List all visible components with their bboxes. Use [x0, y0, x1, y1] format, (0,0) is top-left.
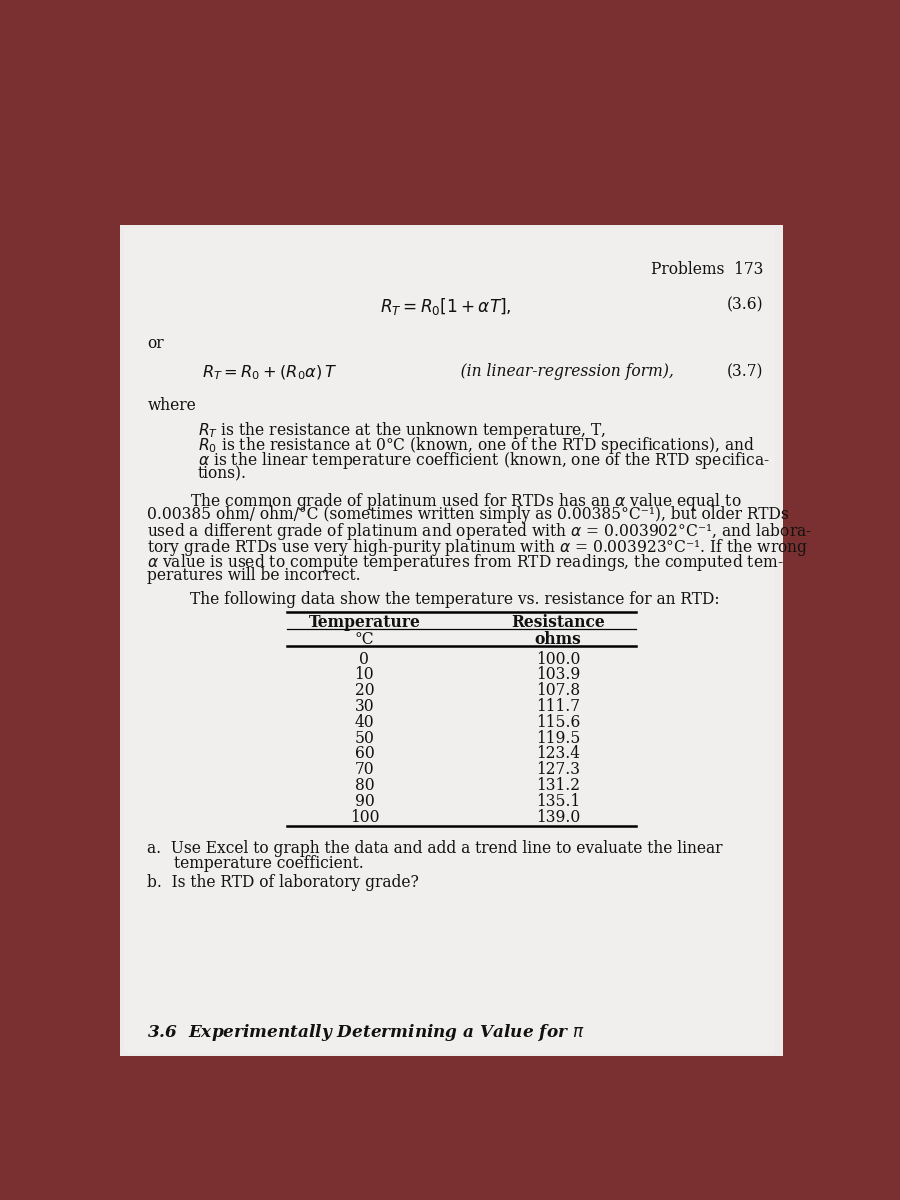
Text: b.  Is the RTD of laboratory grade?: b. Is the RTD of laboratory grade?	[148, 874, 419, 890]
Text: (3.6): (3.6)	[727, 296, 763, 313]
Text: 100.0: 100.0	[536, 650, 580, 667]
Bar	[124, 229, 775, 1052]
Text: a.  Use Excel to graph the data and add a trend line to evaluate the linear: a. Use Excel to graph the data and add a…	[148, 840, 723, 857]
Text: 30: 30	[355, 698, 374, 715]
Text: 50: 50	[355, 730, 374, 746]
Text: (in linear-regression form),: (in linear-regression form),	[446, 364, 673, 380]
Text: 119.5: 119.5	[536, 730, 580, 746]
Text: The following data show the temperature vs. resistance for an RTD:: The following data show the temperature …	[190, 590, 720, 607]
Text: used a different grade of platinum and operated with $\alpha$ = 0.003902°C⁻¹, an: used a different grade of platinum and o…	[148, 521, 813, 542]
Text: 90: 90	[355, 793, 374, 810]
Text: °C: °C	[355, 631, 374, 648]
Text: temperature coefficient.: temperature coefficient.	[175, 856, 364, 872]
Text: 0: 0	[359, 650, 369, 667]
Text: 103.9: 103.9	[536, 666, 580, 684]
Text: tory grade RTDs use very high-purity platinum with $\alpha$ = 0.003923°C⁻¹. If t: tory grade RTDs use very high-purity pla…	[148, 536, 809, 558]
Text: 139.0: 139.0	[536, 809, 580, 826]
Text: $R_0$ is the resistance at 0°C (known, one of the RTD specifications), and: $R_0$ is the resistance at 0°C (known, o…	[198, 436, 755, 456]
Text: tions).: tions).	[198, 466, 247, 482]
Text: (3.7): (3.7)	[727, 364, 763, 380]
Text: ohms: ohms	[535, 631, 581, 648]
Text: 3.6  Experimentally Determining a Value for $\pi$: 3.6 Experimentally Determining a Value f…	[148, 1022, 585, 1043]
Text: 100: 100	[349, 809, 379, 826]
Text: 70: 70	[355, 761, 374, 778]
Text: $R_T$ is the resistance at the unknown temperature, T,: $R_T$ is the resistance at the unknown t…	[198, 420, 606, 440]
Text: Problems  173: Problems 173	[651, 262, 763, 278]
Text: 135.1: 135.1	[536, 793, 580, 810]
Text: 127.3: 127.3	[536, 761, 580, 778]
Text: 123.4: 123.4	[536, 745, 580, 762]
Text: Resistance: Resistance	[511, 614, 605, 631]
Text: $\alpha$ value is used to compute temperatures from RTD readings, the computed t: $\alpha$ value is used to compute temper…	[148, 552, 784, 574]
Text: 0.00385 ohm/ ohm/°C (sometimes written simply as 0.00385°C⁻¹), but older RTDs: 0.00385 ohm/ ohm/°C (sometimes written s…	[148, 506, 789, 523]
Text: 20: 20	[355, 683, 374, 700]
Text: 60: 60	[355, 745, 374, 762]
Text: 40: 40	[355, 714, 374, 731]
Text: peratures will be incorrect.: peratures will be incorrect.	[148, 568, 361, 584]
Text: 107.8: 107.8	[536, 683, 580, 700]
Text: $R_T = R_0[1 + \alpha T],$: $R_T = R_0[1 + \alpha T],$	[380, 296, 511, 318]
Text: $R_T = R_0 + (R_0\alpha)\, T$: $R_T = R_0 + (R_0\alpha)\, T$	[202, 364, 338, 382]
Text: where: where	[148, 396, 196, 414]
Text: 10: 10	[355, 666, 374, 684]
Text: 115.6: 115.6	[536, 714, 580, 731]
Text: 131.2: 131.2	[536, 776, 580, 794]
Text: 80: 80	[355, 776, 374, 794]
Text: or: or	[148, 335, 164, 352]
Text: Temperature: Temperature	[309, 614, 420, 631]
Text: The common grade of platinum used for RTDs has an $\alpha$ value equal to: The common grade of platinum used for RT…	[190, 491, 742, 511]
Text: $\alpha$ is the linear temperature coefficient (known, one of the RTD specifica-: $\alpha$ is the linear temperature coeff…	[198, 450, 770, 472]
Text: 111.7: 111.7	[536, 698, 580, 715]
